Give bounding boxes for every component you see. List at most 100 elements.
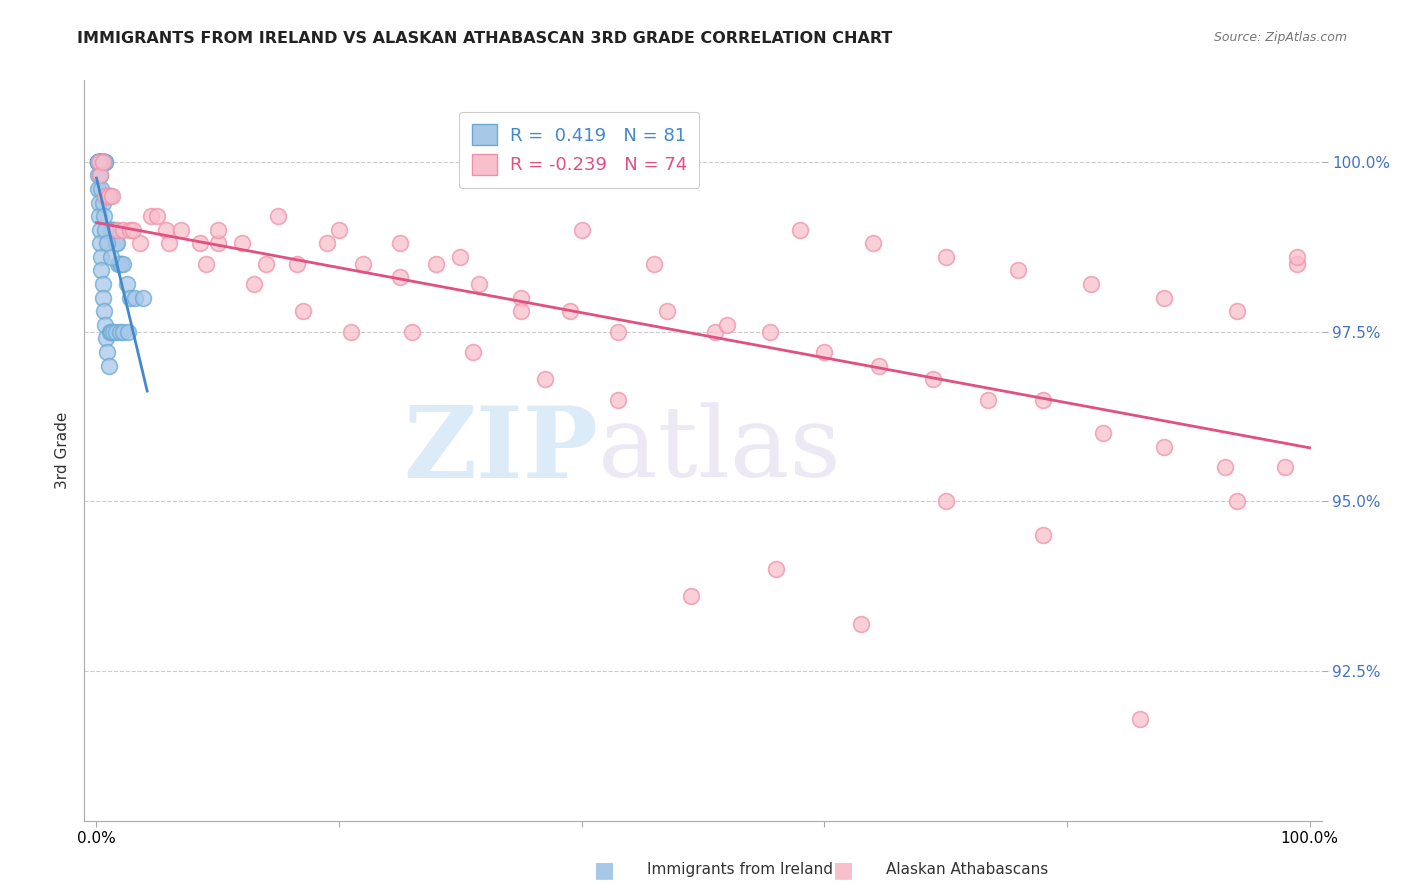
Point [758, 325, 780, 339]
Point [87, 154, 110, 169]
Point [90, 154, 112, 169]
Point [388, 270, 411, 285]
Point [328, 223, 350, 237]
Point [89, 154, 111, 169]
Point [90, 154, 112, 169]
Point [94, 223, 117, 237]
Point [103, 325, 125, 339]
Point [1286, 257, 1309, 271]
Point [340, 325, 363, 339]
Point [93, 154, 115, 169]
Point [101, 188, 124, 202]
Point [90, 263, 112, 277]
Text: atlas: atlas [598, 402, 841, 499]
Point [86, 154, 108, 169]
Point [467, 277, 489, 291]
Point [112, 325, 135, 339]
Point [316, 236, 339, 251]
Point [922, 372, 945, 386]
Point [935, 494, 957, 508]
Point [868, 359, 890, 373]
Point [813, 345, 835, 359]
Point [558, 304, 581, 318]
Point [139, 209, 162, 223]
Point [107, 257, 129, 271]
Point [96, 188, 118, 202]
Point [1153, 440, 1175, 454]
Point [91, 154, 114, 169]
Point [96, 188, 118, 202]
Point [155, 223, 177, 237]
Point [86, 154, 108, 169]
Point [122, 223, 145, 237]
Point [1129, 712, 1152, 726]
Point [285, 257, 308, 271]
Point [96, 188, 118, 202]
Point [170, 223, 193, 237]
Point [86, 154, 108, 169]
Point [90, 154, 112, 169]
Point [104, 325, 127, 339]
Point [643, 257, 665, 271]
Point [461, 345, 484, 359]
Point [571, 223, 593, 237]
Point [87, 154, 110, 169]
Point [104, 223, 127, 237]
Point [97, 188, 120, 202]
Legend: R =  0.419   N = 81, R = -0.239   N = 74: R = 0.419 N = 81, R = -0.239 N = 74 [458, 112, 700, 187]
Text: ■: ■ [595, 860, 614, 880]
Point [108, 257, 131, 271]
Point [1007, 263, 1029, 277]
Point [87, 154, 110, 169]
Point [96, 331, 118, 345]
Point [94, 318, 117, 332]
Point [129, 236, 152, 251]
Point [1153, 291, 1175, 305]
Point [91, 291, 114, 305]
Point [112, 223, 135, 237]
Y-axis label: 3rd Grade: 3rd Grade [55, 412, 70, 489]
Point [607, 392, 630, 407]
Text: IMMIGRANTS FROM IRELAND VS ALASKAN ATHABASCAN 3RD GRADE CORRELATION CHART: IMMIGRANTS FROM IRELAND VS ALASKAN ATHAB… [77, 31, 893, 46]
Point [90, 182, 112, 196]
Point [188, 236, 211, 251]
Point [89, 169, 111, 183]
Point [100, 223, 122, 237]
Point [93, 209, 115, 223]
Point [87, 154, 110, 169]
Point [765, 562, 787, 576]
Point [679, 590, 702, 604]
Point [1080, 277, 1102, 291]
Point [849, 616, 872, 631]
Point [96, 345, 118, 359]
Point [94, 188, 117, 202]
Point [1226, 304, 1249, 318]
Point [704, 325, 727, 339]
Point [105, 236, 128, 251]
Point [91, 277, 114, 291]
Point [89, 154, 111, 169]
Point [89, 154, 111, 169]
Point [510, 304, 533, 318]
Point [977, 392, 1000, 407]
Point [1226, 494, 1249, 508]
Point [89, 236, 111, 251]
Point [94, 154, 117, 169]
Point [352, 257, 374, 271]
Point [91, 195, 114, 210]
Point [98, 325, 121, 339]
Point [86, 169, 108, 183]
Point [91, 154, 114, 169]
Point [101, 223, 124, 237]
Point [87, 209, 110, 223]
Point [89, 223, 111, 237]
Point [267, 209, 290, 223]
Point [534, 372, 557, 386]
Point [716, 318, 738, 332]
Point [108, 325, 131, 339]
Point [291, 304, 314, 318]
Point [115, 277, 138, 291]
Point [94, 188, 117, 202]
Point [105, 223, 128, 237]
Point [425, 257, 447, 271]
